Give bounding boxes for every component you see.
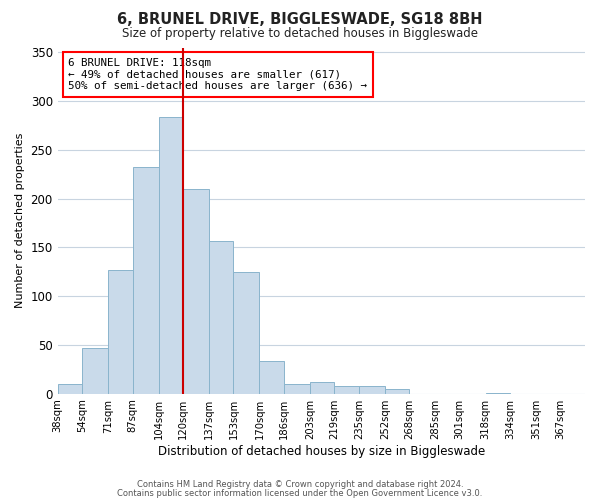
Text: Contains HM Land Registry data © Crown copyright and database right 2024.: Contains HM Land Registry data © Crown c… — [137, 480, 463, 489]
Bar — [108, 270, 133, 394]
X-axis label: Distribution of detached houses by size in Biggleswade: Distribution of detached houses by size … — [158, 444, 485, 458]
Bar — [133, 168, 158, 394]
Bar — [82, 348, 108, 394]
Bar — [310, 382, 334, 394]
Bar — [259, 360, 284, 394]
Bar — [58, 384, 82, 394]
Text: Contains public sector information licensed under the Open Government Licence v3: Contains public sector information licen… — [118, 489, 482, 498]
Y-axis label: Number of detached properties: Number of detached properties — [15, 133, 25, 308]
Bar — [284, 384, 310, 394]
Bar — [233, 272, 259, 394]
Bar — [385, 389, 409, 394]
Bar — [485, 392, 510, 394]
Text: 6 BRUNEL DRIVE: 118sqm
← 49% of detached houses are smaller (617)
50% of semi-de: 6 BRUNEL DRIVE: 118sqm ← 49% of detached… — [68, 58, 367, 91]
Bar — [334, 386, 359, 394]
Bar — [209, 240, 233, 394]
Text: Size of property relative to detached houses in Biggleswade: Size of property relative to detached ho… — [122, 28, 478, 40]
Bar — [158, 116, 183, 394]
Bar — [183, 189, 209, 394]
Bar — [359, 386, 385, 394]
Text: 6, BRUNEL DRIVE, BIGGLESWADE, SG18 8BH: 6, BRUNEL DRIVE, BIGGLESWADE, SG18 8BH — [117, 12, 483, 28]
